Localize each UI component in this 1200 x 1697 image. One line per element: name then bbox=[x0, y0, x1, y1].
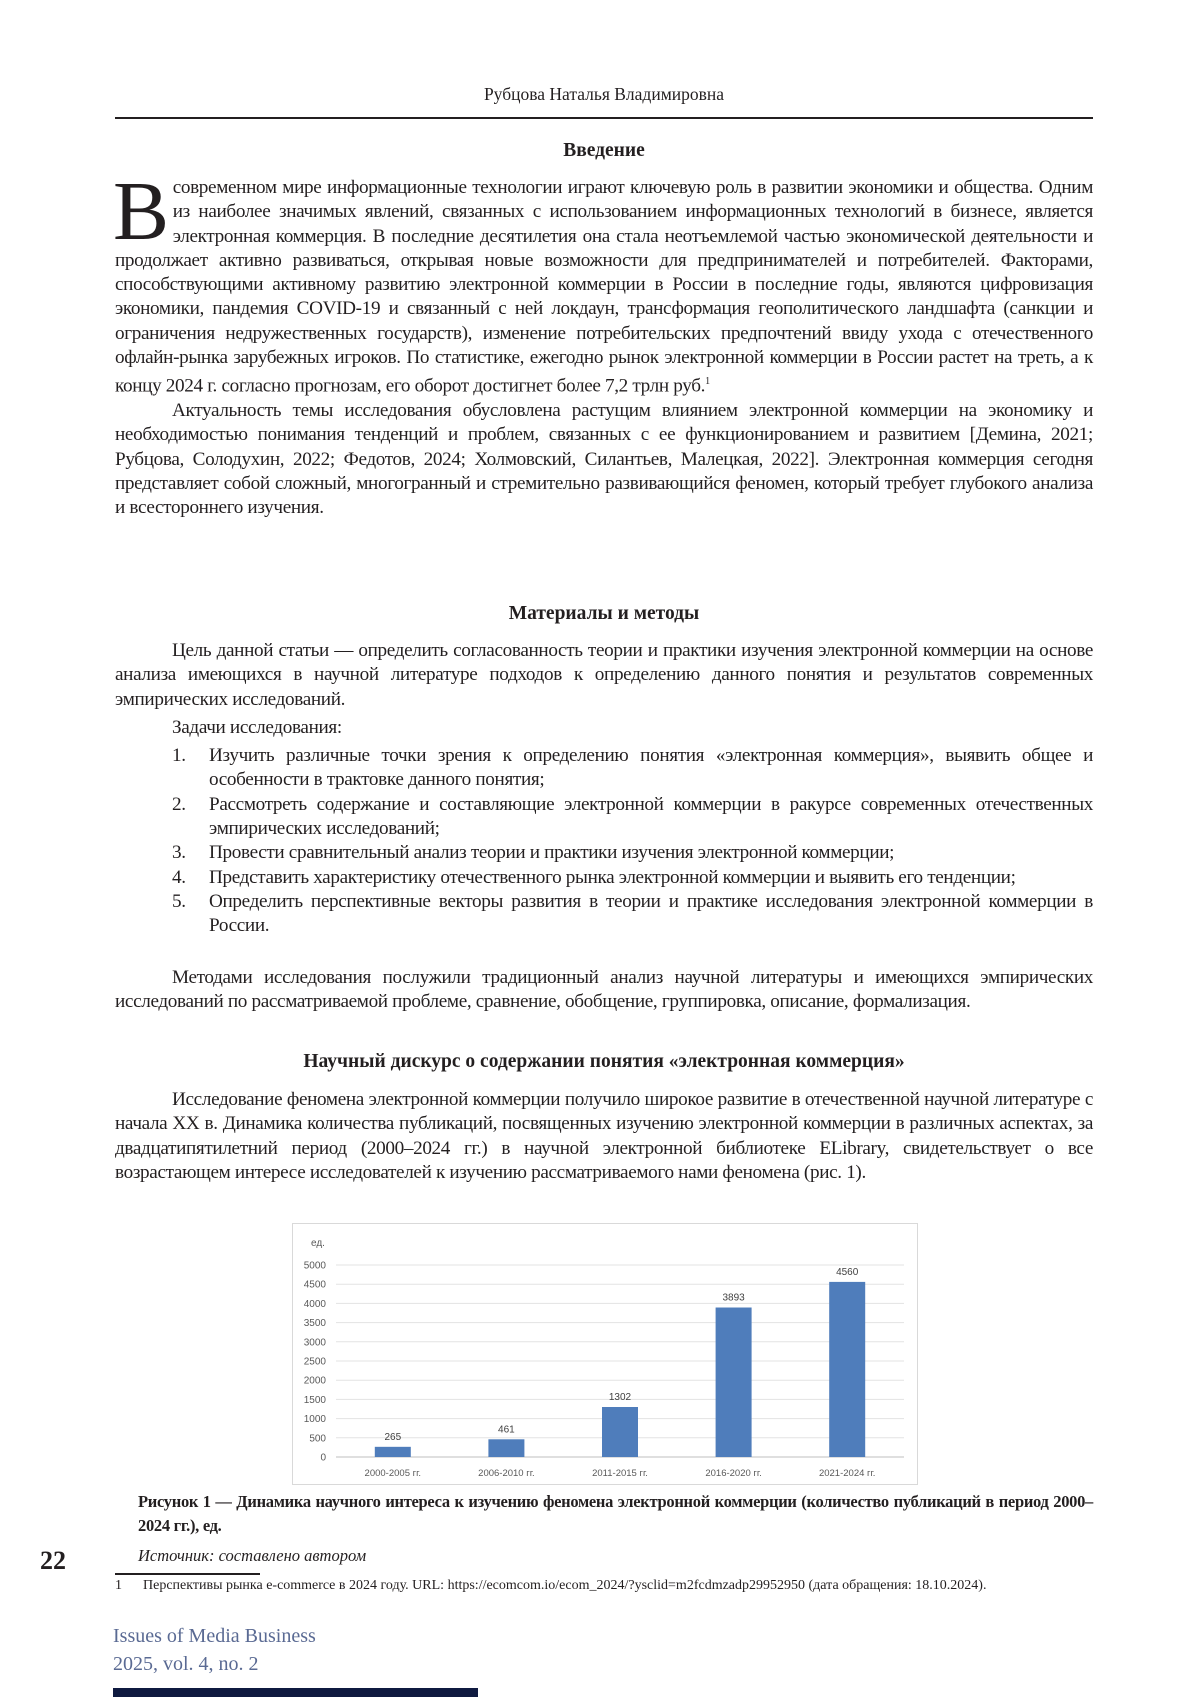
drop-cap: В bbox=[113, 165, 169, 258]
x-tick-label: 2011-2015 гг. bbox=[592, 1468, 648, 1479]
bar bbox=[374, 1446, 411, 1457]
list-item: 4. Представить характеристику отечественн… bbox=[115, 866, 1093, 890]
bar-chart: ед. 0 500 1000 1500 2000 2500 3000 3500 4000 4500 5… bbox=[304, 1238, 904, 1479]
figure-caption: Рисунок 1 — Динамика научного интереса к… bbox=[138, 1492, 1093, 1535]
header-rule bbox=[115, 117, 1093, 119]
intro-paragraph-2: Актуальность темы исследования обусловле… bbox=[115, 400, 1093, 519]
list-text: Определить перспективные векторы развити… bbox=[209, 890, 1093, 937]
bar bbox=[715, 1307, 752, 1457]
methods-paragraph-2: Методами исследования послужили традицио… bbox=[115, 967, 1093, 1013]
intro-p1-text: современном мире информационные технолог… bbox=[115, 177, 1093, 397]
list-text: Провести сравнительный анализ теории и п… bbox=[209, 842, 895, 864]
list-text: Представить характеристику отечественног… bbox=[209, 866, 1016, 888]
intro-paragraph-1: В современном мире информационные технол… bbox=[113, 165, 1093, 399]
y-tick-label: 500 bbox=[309, 1433, 326, 1444]
page-number: 22 bbox=[40, 1546, 66, 1575]
methods-paragraph-1: Цель данной статьи — определить согласов… bbox=[115, 640, 1093, 710]
journal-issue: 2025, vol. 4, no. 2 bbox=[113, 1653, 259, 1675]
list-item: 1. Изучить различные точки зрения к опред… bbox=[115, 744, 1093, 793]
y-tick-label: 3000 bbox=[304, 1337, 327, 1348]
y-tick-label: 5000 bbox=[304, 1261, 327, 1272]
list-item: 3. Провести сравнительный анализ теории и… bbox=[115, 841, 1093, 865]
list-item: 5. Определить перспективные векторы разви… bbox=[115, 890, 1093, 939]
x-tick-label: 2000-2005 гг. bbox=[365, 1468, 421, 1479]
list-item: 2. Рассмотреть содержание и составляющие … bbox=[115, 793, 1093, 842]
y-tick-label: 1000 bbox=[304, 1414, 327, 1425]
heading-discourse: Научный дискурс о содержании понятия «эл… bbox=[303, 1051, 905, 1072]
y-tick-label: 2500 bbox=[304, 1357, 327, 1368]
footnote-rule bbox=[115, 1573, 260, 1575]
bar bbox=[488, 1439, 525, 1457]
journal-name: Issues of Media Business bbox=[113, 1625, 316, 1647]
list-number: 1. bbox=[172, 745, 186, 767]
methods-paragraph-2-block: Методами исследования послужили традицио… bbox=[115, 966, 1093, 1015]
data-label: 461 bbox=[498, 1424, 515, 1435]
heading-intro: Введение bbox=[563, 140, 645, 161]
data-label: 265 bbox=[384, 1432, 401, 1443]
list-text: Рассмотреть содержание и составляющие эл… bbox=[209, 793, 1093, 840]
y-tick-label: 0 bbox=[320, 1453, 326, 1464]
intro-text: В современном мире информационные технол… bbox=[113, 165, 1093, 521]
footer-bar bbox=[113, 1688, 478, 1697]
data-label: 4560 bbox=[836, 1267, 859, 1278]
y-tick-label: 4500 bbox=[304, 1280, 327, 1291]
heading-methods: Материалы и методы bbox=[508, 603, 700, 624]
running-header-author: Рубцова Наталья Владимировна bbox=[483, 84, 725, 104]
discourse-paragraph-1: Исследование феномена электронной коммер… bbox=[115, 1089, 1093, 1183]
discourse-text: Исследование феномена электронной коммер… bbox=[115, 1088, 1093, 1185]
y-tick-label: 1500 bbox=[304, 1395, 327, 1406]
tasks-list: 1. Изучить различные точки зрения к опред… bbox=[115, 744, 1093, 938]
list-number: 2. bbox=[172, 793, 186, 815]
list-number: 4. bbox=[172, 866, 186, 888]
methods-text: Цель данной статьи — определить согласов… bbox=[115, 639, 1093, 939]
journal-info: Issues of Media Business 2025, vol. 4, n… bbox=[113, 1622, 316, 1678]
footnote: 1 Перспективы рынка e-commerce в 2024 го… bbox=[115, 1578, 1093, 1594]
footnote-number: 1 bbox=[115, 1578, 122, 1593]
y-tick-label: 3500 bbox=[304, 1318, 327, 1329]
x-tick-label: 2016-2020 гг. bbox=[705, 1468, 761, 1479]
footnote-ref[interactable]: 1 bbox=[705, 376, 710, 388]
bar bbox=[829, 1281, 866, 1457]
figure-source: Источник: составлено автором bbox=[138, 1546, 367, 1565]
figure-1-chart: ед. 0 500 1000 1500 2000 2500 3000 3500 4000 4500 5… bbox=[292, 1223, 918, 1485]
x-tick-label: 2006-2010 гг. bbox=[478, 1468, 534, 1479]
list-number: 5. bbox=[172, 890, 186, 912]
list-text: Изучить различные точки зрения к определ… bbox=[209, 745, 1093, 791]
y-tick-label: 2000 bbox=[304, 1376, 327, 1387]
list-number: 3. bbox=[172, 842, 186, 864]
data-label: 1302 bbox=[609, 1392, 632, 1403]
tasks-label: Задачи исследования: bbox=[172, 716, 342, 738]
bar bbox=[602, 1407, 638, 1457]
y-tick-label: 4000 bbox=[304, 1299, 327, 1310]
y-axis-label: ед. bbox=[311, 1238, 325, 1249]
x-tick-label: 2021-2024 гг. bbox=[819, 1468, 875, 1479]
data-label: 3893 bbox=[722, 1293, 745, 1304]
footnote-text: Перспективы рынка e-commerce в 2024 году… bbox=[143, 1578, 987, 1593]
